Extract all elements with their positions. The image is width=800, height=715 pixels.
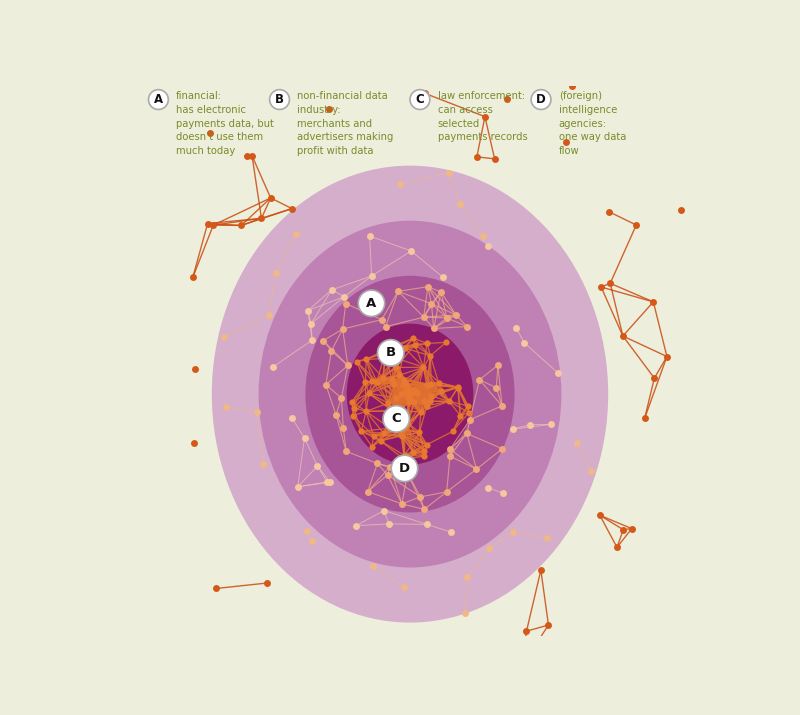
Text: law enforcement:
can access
selected
payments records: law enforcement: can access selected pay… xyxy=(438,92,527,142)
Circle shape xyxy=(531,89,551,109)
Text: financial:
has electronic
payments data, but
doesn’t use them
much today: financial: has electronic payments data,… xyxy=(176,92,274,156)
Text: non-financial data
industry:
merchants and
advertisers making
profit with data: non-financial data industry: merchants a… xyxy=(297,92,394,156)
Circle shape xyxy=(149,89,168,109)
Text: A: A xyxy=(366,297,377,310)
Text: C: C xyxy=(415,93,424,106)
Text: D: D xyxy=(399,462,410,475)
Ellipse shape xyxy=(258,221,562,568)
Text: C: C xyxy=(391,413,401,425)
Circle shape xyxy=(383,405,410,432)
Text: B: B xyxy=(275,93,284,106)
Circle shape xyxy=(410,89,430,109)
Text: B: B xyxy=(386,346,396,360)
Circle shape xyxy=(270,89,290,109)
Circle shape xyxy=(358,290,385,317)
Ellipse shape xyxy=(346,324,474,465)
Text: (foreign)
intelligence
agencies:
one way data
flow: (foreign) intelligence agencies: one way… xyxy=(558,92,626,156)
Circle shape xyxy=(391,455,418,482)
Text: D: D xyxy=(536,93,546,106)
Text: A: A xyxy=(154,93,163,106)
Ellipse shape xyxy=(212,166,608,623)
Circle shape xyxy=(378,340,404,366)
Ellipse shape xyxy=(306,276,514,513)
